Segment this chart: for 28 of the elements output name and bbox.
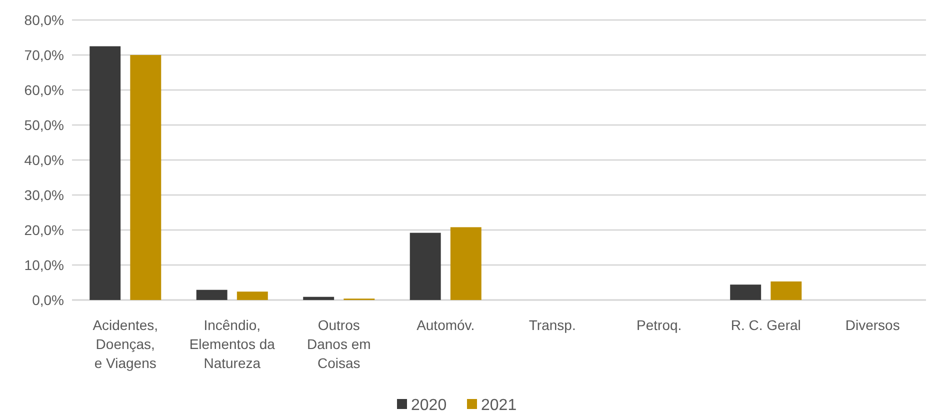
y-tick-label: 70,0% (24, 46, 64, 63)
bar (196, 290, 228, 300)
x-tick-label: Automóv. (416, 317, 475, 333)
x-tick-label: Transp. (528, 317, 576, 333)
y-tick-label: 30,0% (24, 186, 64, 203)
bar (770, 281, 802, 300)
bar (303, 296, 334, 300)
x-tick-label: Incêndio, Elementos da Natureza (189, 317, 276, 371)
bar (450, 227, 482, 300)
y-tick-label: 0,0% (32, 292, 64, 308)
bar (730, 284, 762, 300)
x-tick-label: Outros Danos em Coisas (306, 317, 371, 371)
bar (90, 46, 121, 300)
y-tick-label: 60,0% (24, 82, 64, 98)
legend-label: 2021 (481, 397, 517, 414)
x-tick-label: Diversos (845, 317, 900, 333)
bar (410, 232, 441, 300)
x-tick-label: Petroq. (636, 317, 682, 333)
y-tick-label: 10,0% (24, 256, 64, 273)
bar (236, 292, 268, 300)
y-tick-label: 20,0% (24, 222, 64, 238)
bar (130, 55, 162, 300)
y-tick-label: 40,0% (24, 152, 64, 168)
legend-label: 2020 (411, 397, 447, 414)
x-tick-label: R. C. Geral (730, 317, 801, 333)
y-tick-label: 80,0% (24, 12, 64, 28)
x-tick-label: Acidentes, Doenças, e Viagens (92, 317, 158, 371)
y-tick-label: 50,0% (24, 116, 64, 133)
